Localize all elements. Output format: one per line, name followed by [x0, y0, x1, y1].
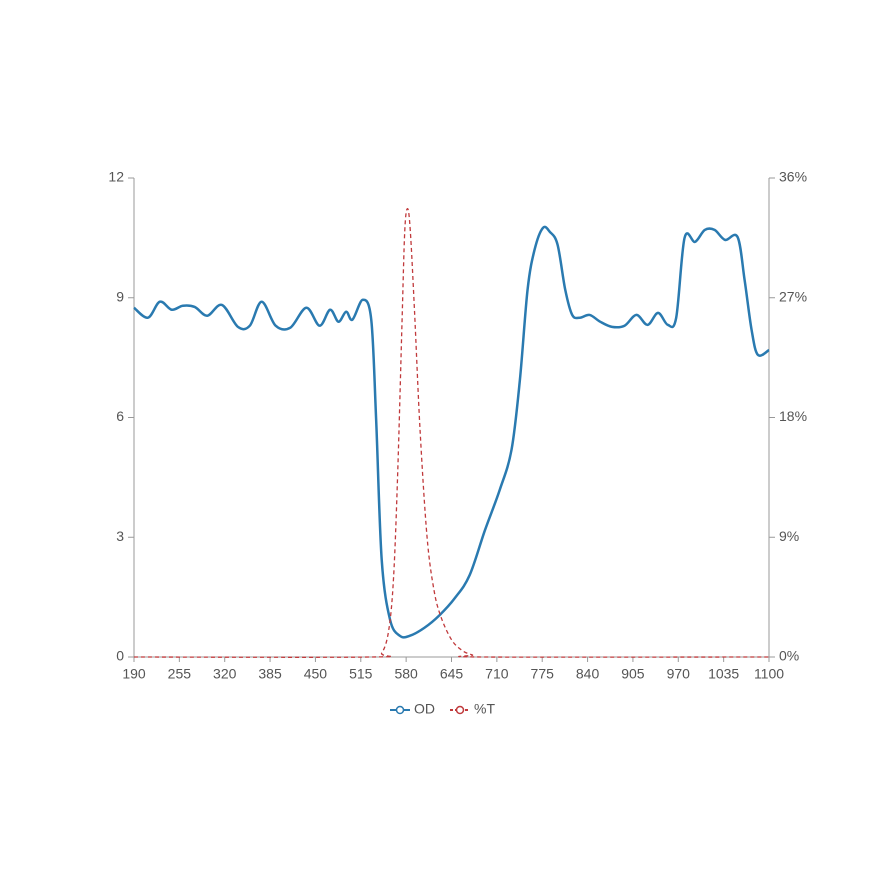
legend-label: %T [474, 701, 495, 717]
x-tick-label: 710 [485, 666, 509, 682]
x-tick-label: 385 [258, 666, 282, 682]
y-tick-label: 9 [116, 288, 124, 304]
y-tick-label: 0 [116, 648, 124, 664]
legend-item: %T [450, 701, 495, 717]
x-tick-label: 775 [531, 666, 555, 682]
series-line [133, 225, 770, 639]
legend-marker [395, 705, 405, 715]
x-tick-label: 255 [168, 666, 192, 682]
y2-tick-label: 27% [779, 288, 807, 304]
legend-marker [455, 705, 465, 715]
y2-tick-label: 9% [779, 528, 799, 544]
x-tick-label: 1100 [754, 666, 784, 682]
legend-item: OD [390, 701, 435, 717]
x-tick-label: 580 [394, 666, 418, 682]
x-tick-label: 450 [304, 666, 328, 682]
y-tick-label: 12 [108, 169, 124, 185]
y-tick-label: 3 [116, 528, 124, 544]
x-tick-label: 190 [122, 666, 146, 682]
x-tick-label: 320 [213, 666, 237, 682]
x-tick-label: 515 [349, 666, 373, 682]
y2-tick-label: 0% [779, 648, 799, 664]
x-tick-label: 1035 [708, 666, 739, 682]
y-tick-label: 6 [116, 408, 124, 424]
x-tick-label: 645 [440, 666, 464, 682]
y2-tick-label: 18% [779, 408, 807, 424]
series-line [133, 207, 770, 658]
x-tick-label: 905 [621, 666, 645, 682]
x-tick-label: 840 [576, 666, 600, 682]
x-tick-label: 970 [667, 666, 691, 682]
legend-label: OD [414, 701, 435, 717]
y2-tick-label: 36% [779, 169, 807, 185]
